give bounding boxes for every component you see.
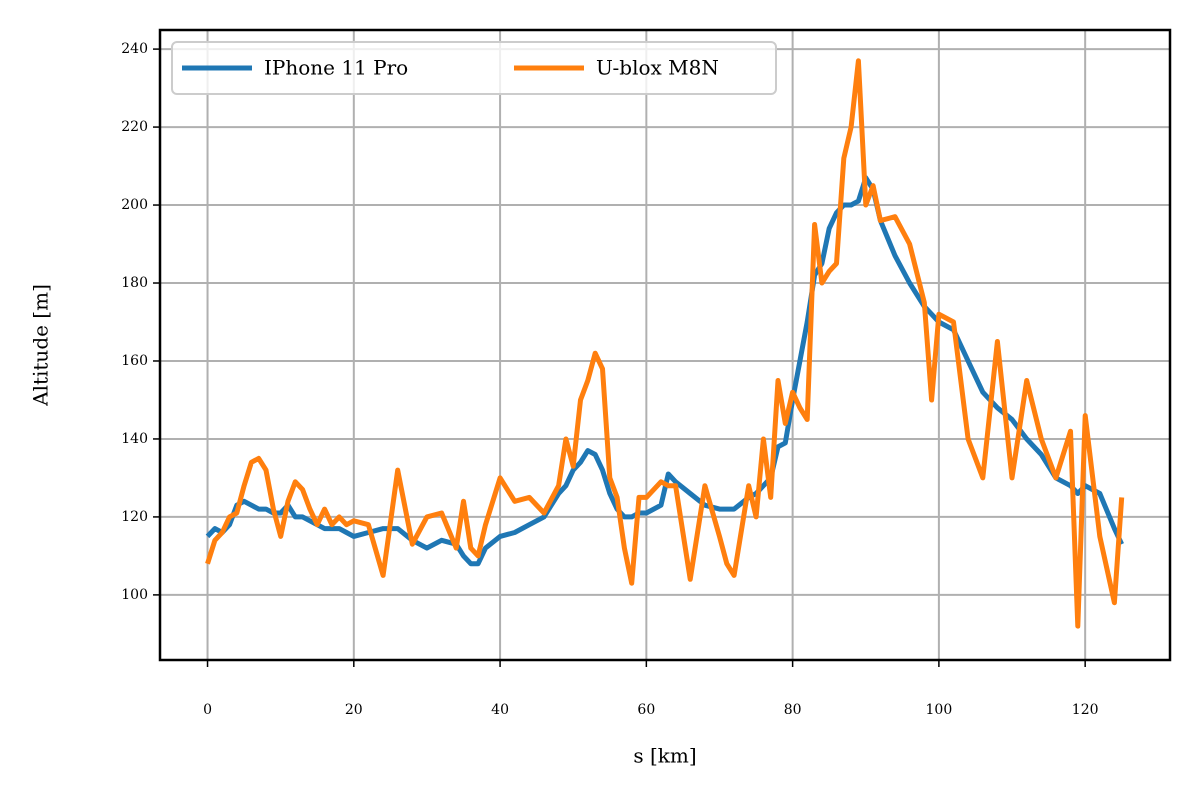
plot-frame	[158, 28, 1172, 662]
x-tick-label: 60	[637, 702, 655, 718]
y-axis-label: Altitude [m]	[29, 284, 53, 407]
x-tick-label: 120	[1072, 702, 1099, 718]
y-tick-label: 240	[121, 41, 148, 57]
legend-label: U-blox M8N	[596, 56, 719, 80]
y-tick-label: 120	[121, 509, 148, 525]
x-tick-label: 40	[491, 702, 509, 718]
y-tick-label: 220	[121, 119, 148, 135]
x-tick-label: 0	[203, 702, 212, 718]
x-axis-label: s [km]	[633, 744, 696, 768]
y-tick-label: 100	[121, 587, 148, 603]
legend-label: IPhone 11 Pro	[264, 56, 408, 80]
legend-box	[171, 41, 777, 95]
y-tick-label: 160	[121, 353, 148, 369]
y-tick-label: 180	[121, 275, 148, 291]
line-series	[205, 175, 1124, 567]
x-tick-label: 20	[345, 702, 363, 718]
line-series	[205, 58, 1125, 629]
y-tick-label: 140	[121, 431, 148, 447]
y-tick-label: 200	[121, 197, 148, 213]
x-tick-label: 100	[926, 702, 953, 718]
x-tick-label: 80	[784, 702, 802, 718]
